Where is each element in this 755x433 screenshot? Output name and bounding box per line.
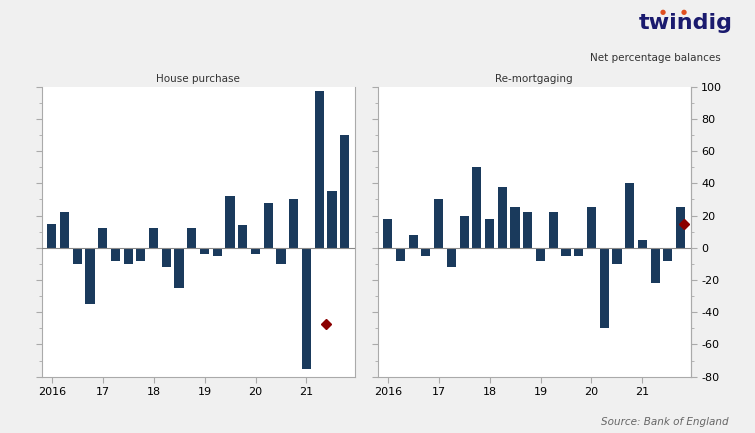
Bar — [315, 91, 324, 248]
Bar — [510, 207, 519, 248]
Bar — [47, 223, 57, 248]
Bar — [549, 212, 558, 248]
Bar — [149, 229, 159, 248]
Text: Source: Bank of England: Source: Bank of England — [601, 417, 729, 427]
Bar — [340, 135, 350, 248]
Bar — [98, 229, 107, 248]
Bar — [263, 203, 273, 248]
Bar — [625, 183, 634, 248]
Bar — [408, 235, 418, 248]
Bar — [676, 207, 686, 248]
Text: twindig: twindig — [638, 13, 732, 33]
Bar — [421, 248, 430, 256]
Bar — [289, 200, 298, 248]
Bar — [72, 248, 82, 264]
Text: ●: ● — [660, 9, 666, 15]
Bar — [226, 196, 235, 248]
Bar — [434, 200, 443, 248]
Bar — [174, 248, 183, 288]
Bar — [328, 191, 337, 248]
Bar — [213, 248, 222, 256]
Title: Re-mortgaging: Re-mortgaging — [495, 74, 573, 84]
Bar — [200, 248, 209, 254]
Bar — [612, 248, 621, 264]
Bar — [124, 248, 133, 264]
Bar — [187, 229, 196, 248]
Bar — [651, 248, 660, 283]
Bar — [276, 248, 285, 264]
Bar — [85, 248, 94, 304]
Bar — [485, 219, 495, 248]
Bar — [599, 248, 609, 328]
Bar — [383, 219, 393, 248]
Bar — [396, 248, 405, 261]
Bar — [523, 212, 532, 248]
Bar — [137, 248, 146, 261]
Bar — [238, 225, 248, 248]
Title: House purchase: House purchase — [156, 74, 240, 84]
Text: Net percentage balances: Net percentage balances — [590, 53, 721, 63]
Bar — [302, 248, 311, 368]
Bar — [60, 212, 69, 248]
Bar — [460, 216, 469, 248]
Bar — [562, 248, 571, 256]
Bar — [473, 167, 482, 248]
Bar — [162, 248, 171, 267]
Bar — [498, 187, 507, 248]
Bar — [447, 248, 456, 267]
Bar — [664, 248, 673, 261]
Bar — [574, 248, 584, 256]
Bar — [536, 248, 545, 261]
Bar — [638, 240, 647, 248]
Bar — [587, 207, 596, 248]
Bar — [111, 248, 120, 261]
Text: ●: ● — [680, 9, 686, 15]
Bar — [251, 248, 260, 254]
